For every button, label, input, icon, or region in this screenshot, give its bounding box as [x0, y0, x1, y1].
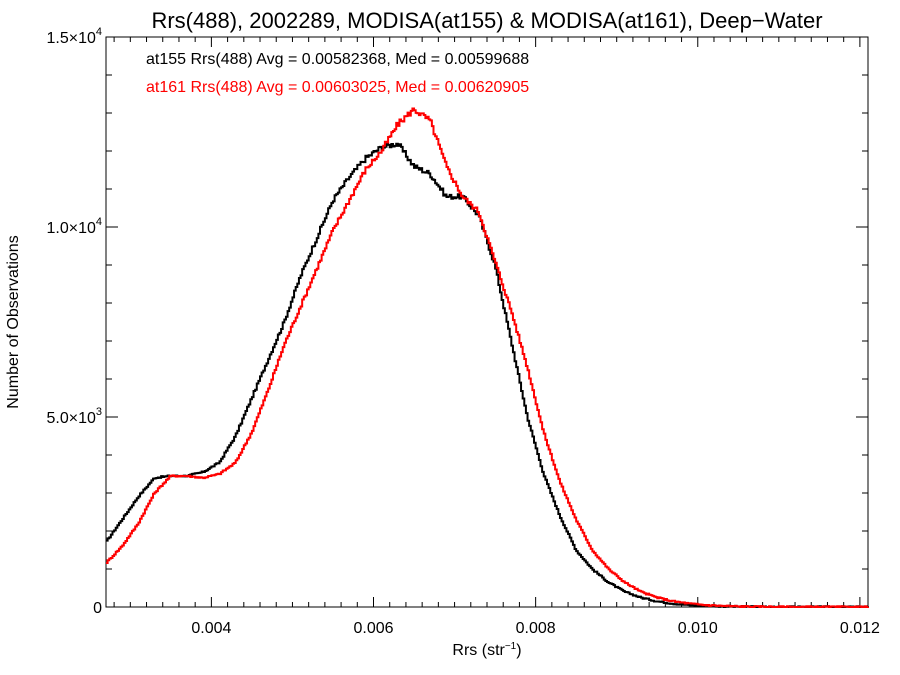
x-axis-label: Rrs (str−1): [452, 641, 521, 659]
y-tick-label-mantissa: 5.0×10: [46, 410, 95, 427]
y-tick-label: 5.0×103: [46, 406, 102, 427]
y-tick-label-exponent: 3: [96, 406, 102, 418]
y-axis-label: Number of Observations: [5, 235, 22, 408]
y-tick-label-exponent: 4: [96, 26, 102, 38]
x-axis-label-superscript: −1: [505, 641, 517, 652]
y-tick-label-mantissa: 1.5×10: [46, 30, 95, 47]
y-tick-label-exponent: 4: [96, 216, 102, 228]
x-axis: 0.004 0.006 0.008 0.010 0.012: [113, 37, 880, 637]
x-axis-label-text: Rrs (str: [452, 642, 505, 659]
plot-frame: [105, 36, 869, 608]
x-tick-label: 0.008: [516, 620, 556, 637]
series-at155: [106, 142, 869, 608]
series-at161: [106, 107, 869, 608]
y-tick-label-mantissa: 1.0×10: [46, 220, 95, 237]
x-tick-label: 0.004: [191, 620, 231, 637]
y-tick-label: 1.0×104: [46, 216, 102, 237]
series-layer: [106, 107, 869, 608]
y-tick-label: 0: [93, 600, 102, 617]
legend-entry-at161: at161 Rrs(488) Avg = 0.00603025, Med = 0…: [146, 79, 529, 96]
x-axis-label-close: ): [516, 642, 521, 659]
x-tick-label: 0.012: [840, 620, 880, 637]
y-tick-label: 1.5×104: [46, 26, 102, 47]
legend-entry-at155: at155 Rrs(488) Avg = 0.00582368, Med = 0…: [146, 51, 529, 68]
chart-title: Rrs(488), 2002289, MODISA(at155) & MODIS…: [151, 8, 822, 33]
x-tick-label: 0.010: [678, 620, 718, 637]
y-tick-label-mantissa: 0: [93, 600, 102, 617]
x-tick-label: 0.006: [353, 620, 393, 637]
